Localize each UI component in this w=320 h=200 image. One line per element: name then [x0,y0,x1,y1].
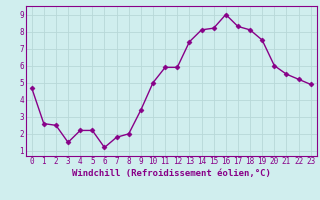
X-axis label: Windchill (Refroidissement éolien,°C): Windchill (Refroidissement éolien,°C) [72,169,271,178]
